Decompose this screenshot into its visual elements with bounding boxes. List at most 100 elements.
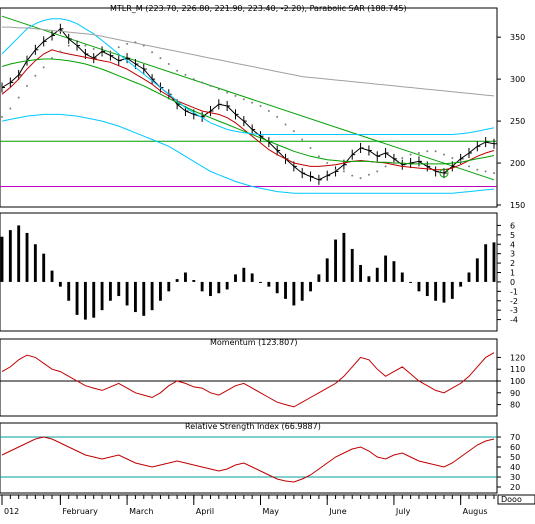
sar-point [317, 155, 320, 158]
sar-point [276, 115, 279, 118]
histogram-bar [150, 281, 154, 311]
sar-point [292, 130, 295, 133]
histogram-ytick-label: -2 [510, 297, 518, 306]
x-axis: 012 February March April May June July Augus [0, 494, 497, 516]
momentum-ytick-label: 110 [510, 365, 525, 374]
histogram-bar [475, 258, 479, 282]
histogram-bar [317, 274, 321, 282]
histogram-bar [375, 267, 379, 282]
sar-point [484, 170, 487, 173]
sar-point [459, 160, 462, 163]
sar-point [326, 162, 329, 165]
histogram-bar [125, 281, 129, 306]
sar-point [159, 57, 162, 60]
sar-point [42, 66, 45, 69]
histogram-bar [83, 281, 87, 320]
x-axis-tick-label: February [62, 507, 98, 516]
sar-point [192, 78, 195, 81]
sar-point [126, 42, 129, 45]
histogram-bar [492, 242, 496, 282]
histogram-bar [167, 281, 171, 292]
sar-point [359, 177, 362, 180]
sar-point [26, 84, 29, 87]
histogram-bar [450, 281, 454, 299]
histogram-bar [58, 281, 62, 287]
histogram-bar [484, 244, 488, 282]
histogram-ytick-label: 6 [510, 221, 515, 230]
sar-point [267, 110, 270, 113]
histogram-bar [325, 258, 329, 282]
price-ytick-label: 300 [510, 75, 525, 84]
histogram-bar [184, 272, 187, 282]
sar-point [184, 73, 187, 76]
x-axis-tick-label: July [395, 507, 411, 516]
histogram-bar [384, 255, 388, 282]
price-band-lower [1, 113, 495, 194]
sar-point [409, 153, 412, 156]
rsi-ytick-label: 70 [510, 433, 520, 442]
price-long-average [2, 26, 495, 97]
sar-point [251, 101, 254, 104]
x-axis-tick-label: Augus [463, 507, 488, 516]
sar-point [59, 50, 62, 53]
sar-point [1, 115, 3, 118]
price-highlight-circle [439, 168, 449, 178]
histogram-bar [142, 281, 146, 316]
sar-point [351, 174, 354, 177]
histogram-ytick-label: -3 [510, 306, 518, 315]
histogram-bar [159, 281, 162, 301]
price-ytick-label: 350 [510, 33, 525, 42]
rsi-ytick-label: 20 [510, 483, 520, 492]
corner-box [497, 494, 535, 505]
histogram-bar [400, 272, 404, 282]
corner-label: Dooo [501, 495, 522, 504]
sar-point [451, 157, 454, 160]
histogram-ytick-label: 4 [510, 240, 515, 249]
histogram-bar [442, 281, 446, 303]
histogram-bar [250, 273, 254, 282]
x-axis-tick-label: 012 [4, 507, 19, 516]
price-close-line [1, 28, 495, 181]
histogram-bar [200, 281, 204, 292]
histogram-bar [67, 281, 71, 301]
histogram-bar [33, 244, 37, 282]
histogram-panel-frame [0, 212, 498, 332]
histogram-bar [117, 281, 121, 297]
x-axis-tick-label: May [263, 507, 280, 516]
sar-point [176, 69, 179, 72]
histogram-bar [309, 281, 312, 292]
sar-point [84, 44, 87, 47]
sar-point [434, 150, 437, 153]
rsi-title: Relative Strength Index (66.9887) [185, 422, 321, 431]
sar-point [142, 44, 145, 47]
sar-point [376, 170, 379, 173]
sar-point [334, 168, 337, 171]
histogram-bar [425, 281, 429, 297]
histogram-ytick-label: 3 [510, 250, 515, 259]
sar-point [117, 46, 120, 49]
rsi-ytick-label: 60 [510, 443, 520, 452]
rsi-panel-frame [0, 422, 498, 494]
histogram-bar [350, 248, 354, 282]
sar-point [34, 74, 37, 77]
sar-point [109, 51, 112, 54]
sar-point [134, 41, 137, 44]
histogram-bar [92, 281, 96, 318]
momentum-ytick-label: 100 [510, 377, 525, 386]
histogram-bar [75, 281, 79, 315]
price-panel: 150 200 250 300 350 [0, 15, 525, 210]
histogram-bar [217, 281, 221, 294]
momentum-ytick-label: 120 [510, 353, 525, 362]
sar-point [226, 91, 229, 94]
histogram-ytick-label: -4 [510, 316, 518, 325]
histogram-bar [334, 239, 337, 282]
sar-point [67, 44, 70, 47]
histogram-bar [50, 270, 54, 282]
sar-point [493, 172, 495, 175]
price-moving-average-short [1, 49, 495, 171]
rsi-line [1, 436, 495, 483]
histogram-bar [259, 281, 262, 283]
